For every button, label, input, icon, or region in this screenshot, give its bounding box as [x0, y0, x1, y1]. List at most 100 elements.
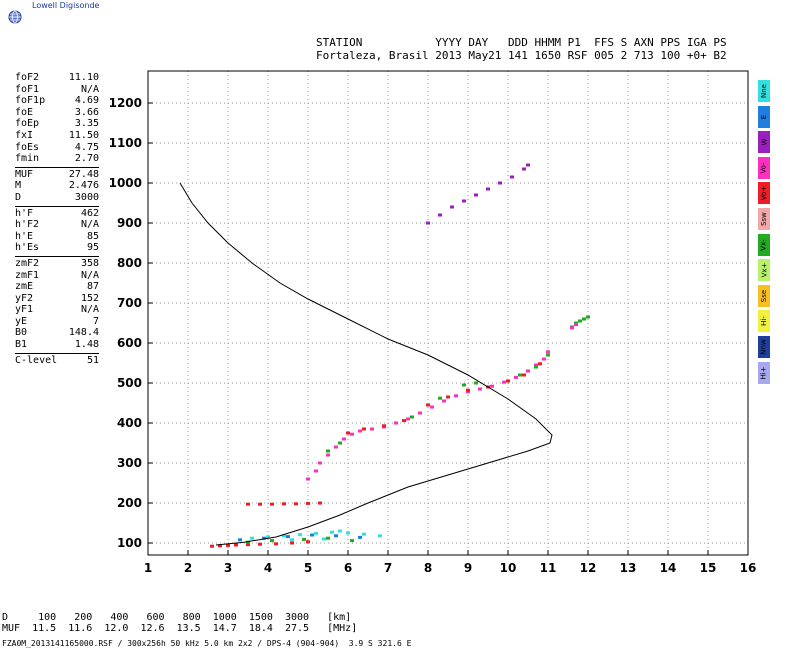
echo-point [246, 502, 250, 506]
echo-point [338, 529, 342, 533]
param-value: 148.4 [68, 327, 99, 339]
param-row: foEp 3.35 [15, 118, 99, 130]
param-row: foE 3.66 [15, 107, 99, 119]
x-tick-label: 8 [424, 561, 432, 575]
param-row: fmin 2.70 [15, 153, 99, 165]
echo-point [362, 532, 366, 536]
echo-point [314, 531, 318, 535]
param-row: foEs 4.75 [15, 142, 99, 154]
header-line-1: STATION YYYY DAY DDD HHMM P1 FFS S AXN P… [316, 36, 727, 49]
param-name: zmF2 [15, 257, 40, 269]
param-name: B1 [15, 339, 28, 351]
profile-curve [179, 182, 553, 546]
param-value: 152 [80, 292, 99, 304]
x-tick-label: 10 [500, 561, 517, 575]
echo-point [262, 536, 266, 540]
echo-point [290, 538, 294, 542]
param-row: M 2.476 [15, 180, 99, 192]
param-name: B0 [15, 327, 28, 339]
echo-point [234, 543, 238, 547]
x-tick-label: 11 [540, 561, 557, 575]
param-name: fmin [15, 153, 40, 165]
param-row: zmF1 N/A [15, 270, 99, 282]
echo-point [238, 538, 242, 542]
y-tick-label: 500 [117, 376, 142, 390]
legend-item: Hi+ [758, 361, 770, 384]
echo-point [346, 431, 350, 435]
param-name: yF1 [15, 304, 34, 316]
echo-point [426, 403, 430, 407]
echo-point [582, 317, 586, 321]
echo-point [462, 199, 466, 203]
echo-point [546, 350, 550, 354]
param-row: zmF2 358 [15, 258, 99, 270]
echo-point [258, 542, 262, 546]
param-value: 3.35 [74, 118, 99, 130]
echo-point [426, 221, 430, 225]
echo-point [210, 544, 214, 548]
legend-item: Vx+ [758, 259, 770, 282]
param-name: M [15, 180, 22, 192]
echo-point [294, 502, 298, 506]
echo-point [474, 381, 478, 385]
param-value: 2.70 [74, 153, 99, 165]
param-value: 2.476 [68, 180, 99, 192]
param-row: yE 7 [15, 316, 99, 328]
echo-point [578, 319, 582, 323]
param-value: N/A [80, 219, 99, 231]
echo-point [270, 502, 274, 506]
x-tick-label: 7 [384, 561, 392, 575]
echo-point [266, 535, 270, 539]
echo-point [286, 535, 290, 539]
echo-point [282, 502, 286, 506]
param-value: 4.69 [74, 95, 99, 107]
echo-point [522, 167, 526, 171]
echo-point [334, 445, 338, 449]
param-row: h'F2 N/A [15, 219, 99, 231]
param-row: h'Es 95 [15, 242, 99, 254]
legend-label: Hi+ [760, 365, 769, 380]
param-row: h'F 462 [15, 208, 99, 220]
param-separator [15, 255, 99, 257]
param-value: 358 [80, 257, 99, 269]
param-value: 7 [92, 315, 99, 327]
param-row: C-level 51 [15, 355, 99, 367]
echo-point [514, 375, 518, 379]
echo-point [574, 323, 578, 327]
y-tick-label: 1200 [109, 96, 142, 110]
param-separator [15, 166, 99, 168]
echo-point [474, 193, 478, 197]
echo-point [498, 181, 502, 185]
legend-label: Nne [760, 84, 769, 98]
logo-text: Lowell Digisonde [32, 1, 100, 10]
param-name: foEp [15, 118, 40, 130]
param-separator [15, 205, 99, 207]
echo-point [518, 373, 522, 377]
echo-point [246, 543, 250, 547]
param-row: foF1 N/A [15, 84, 99, 96]
echo-point [326, 449, 330, 453]
y-tick-label: 100 [117, 536, 142, 550]
echo-point [298, 533, 302, 537]
x-tick-label: 5 [304, 561, 312, 575]
param-value: 3000 [74, 191, 99, 203]
echo-point [522, 373, 526, 377]
echo-point [546, 353, 550, 357]
param-row: foF1p 4.69 [15, 95, 99, 107]
echo-point [526, 369, 530, 373]
distance-row: D 100 200 400 600 800 1000 1500 3000 [km… [2, 612, 352, 623]
param-name: h'F2 [15, 219, 40, 231]
x-tick-label: 15 [700, 561, 717, 575]
grid [147, 71, 749, 555]
param-name: zmF1 [15, 269, 40, 281]
x-tick-label: 9 [464, 561, 472, 575]
param-row: fxI 11.50 [15, 130, 99, 142]
echo-point [318, 501, 322, 505]
echo-point [446, 395, 450, 399]
echo-point [574, 321, 578, 325]
x-tick-label: 2 [184, 561, 192, 575]
param-name: yE [15, 315, 28, 327]
param-name: foE [15, 106, 34, 118]
param-row: foF2 11.10 [15, 72, 99, 84]
param-row: D 3000 [15, 192, 99, 204]
